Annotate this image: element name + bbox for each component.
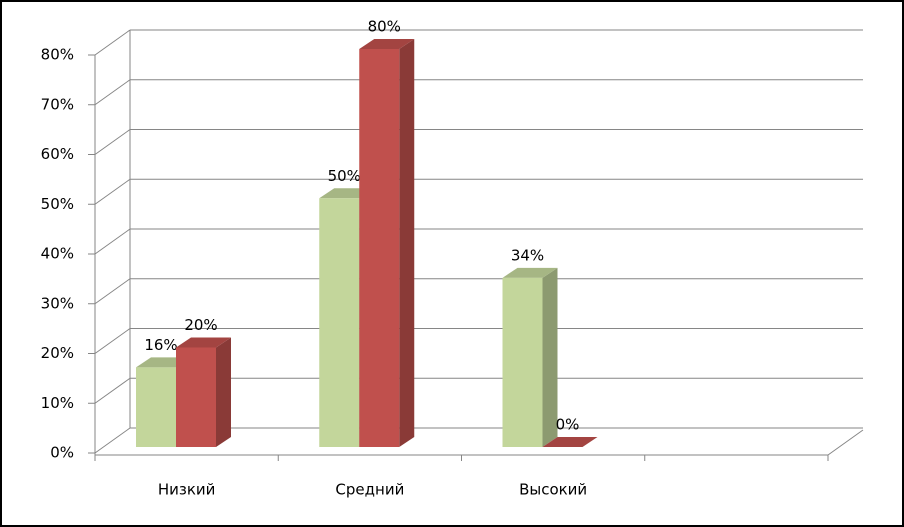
grid-line (94, 377, 131, 404)
bar (136, 367, 176, 447)
value-label: 34% (511, 246, 544, 264)
grid-line (94, 129, 131, 155)
grid-line (94, 228, 131, 255)
y-tick-label: 50% (41, 195, 74, 213)
bar-side (399, 39, 415, 447)
x-tick-label: Низкий (158, 481, 216, 499)
bar-top (359, 39, 415, 49)
value-label: 80% (368, 18, 401, 36)
bar-top (542, 437, 598, 447)
value-label: 20% (184, 316, 217, 334)
grid-line (94, 427, 131, 454)
y-tick-label: 60% (41, 145, 74, 163)
bar (502, 277, 543, 447)
y-tick-label: 0% (50, 444, 74, 462)
y-tick-label: 20% (41, 344, 74, 362)
value-label: 50% (328, 167, 361, 185)
bar (176, 347, 216, 447)
y-tick-label: 40% (41, 245, 74, 263)
x-tick-label: Средний (335, 481, 404, 499)
value-label: 16% (144, 336, 177, 354)
x-tick-label: Высокий (519, 481, 587, 499)
bar (359, 49, 400, 447)
bar-top (176, 337, 231, 348)
grid-line (94, 79, 131, 106)
value-label: 0% (556, 416, 580, 434)
y-tick-label: 80% (41, 46, 74, 64)
y-tick-label: 10% (41, 394, 74, 412)
bar-side (216, 337, 231, 447)
bar-side (542, 267, 558, 447)
floor-edge (827, 429, 864, 456)
bar-top (502, 267, 558, 278)
y-tick-label: 70% (41, 95, 74, 113)
grid-line (94, 29, 131, 56)
grid-line (94, 328, 131, 354)
bar (319, 198, 360, 447)
grid-line (94, 278, 131, 305)
y-tick-label: 30% (41, 294, 74, 312)
grid-line (94, 178, 131, 205)
